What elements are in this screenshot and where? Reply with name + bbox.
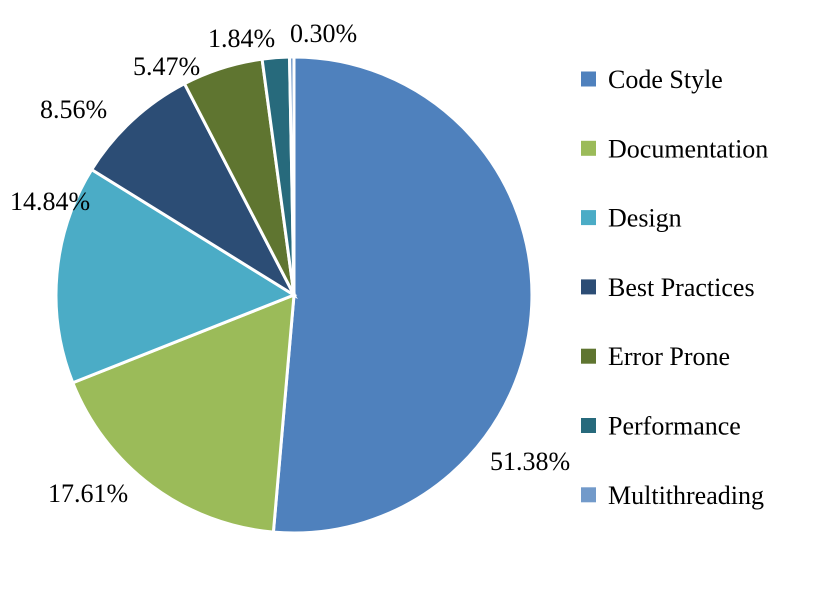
slice-label-design: 14.84% bbox=[10, 187, 90, 216]
legend: Code Style Documentation Design Best Practi… bbox=[581, 65, 768, 510]
legend-label-code-style: Code Style bbox=[608, 65, 723, 94]
legend-label-documentation: Documentation bbox=[608, 134, 768, 163]
legend-item-performance: Performance bbox=[581, 412, 741, 441]
legend-label-best-practices: Best Practices bbox=[608, 273, 755, 302]
legend-swatch-performance bbox=[581, 418, 596, 433]
pie-slice-best-practices bbox=[89, 81, 298, 300]
slice-label-performance: 1.84% bbox=[208, 24, 275, 53]
legend-item-best-practices: Best Practices bbox=[581, 273, 755, 302]
legend-item-documentation: Documentation bbox=[581, 134, 768, 163]
legend-label-error-prone: Error Prone bbox=[608, 342, 730, 371]
legend-item-error-prone: Error Prone bbox=[581, 342, 730, 371]
slice-label-best-practices: 8.56% bbox=[40, 95, 107, 124]
legend-swatch-documentation bbox=[581, 140, 596, 156]
legend-item-multithreading: Multithreading bbox=[581, 481, 764, 510]
percentage-labels: 51.38% 17.61% 14.84% 8.56% 5.47% 1.84% 0.30% bbox=[10, 19, 570, 508]
pie-slice-documentation bbox=[70, 292, 296, 534]
slice-label-documentation: 17.61% bbox=[48, 479, 128, 508]
slice-label-error-prone: 5.47% bbox=[133, 52, 200, 81]
legend-swatch-code-style bbox=[581, 71, 596, 87]
legend-swatch-multithreading bbox=[581, 487, 596, 503]
legend-swatch-design bbox=[581, 210, 596, 226]
legend-item-design: Design bbox=[581, 204, 682, 233]
legend-label-performance: Performance bbox=[608, 412, 741, 441]
pie-slice-code-style bbox=[271, 55, 534, 535]
pie-slice-design bbox=[54, 167, 298, 385]
legend-item-code-style: Code Style bbox=[581, 65, 723, 94]
slice-label-multithreading: 0.30% bbox=[290, 19, 357, 48]
pie-slices bbox=[54, 55, 534, 535]
pie-slice-multithreading bbox=[287, 55, 296, 296]
legend-label-multithreading: Multithreading bbox=[608, 481, 764, 510]
legend-label-design: Design bbox=[608, 204, 682, 233]
legend-swatch-best-practices bbox=[581, 279, 596, 295]
legend-swatch-error-prone bbox=[581, 348, 596, 364]
slice-label-code-style: 51.38% bbox=[490, 447, 570, 476]
